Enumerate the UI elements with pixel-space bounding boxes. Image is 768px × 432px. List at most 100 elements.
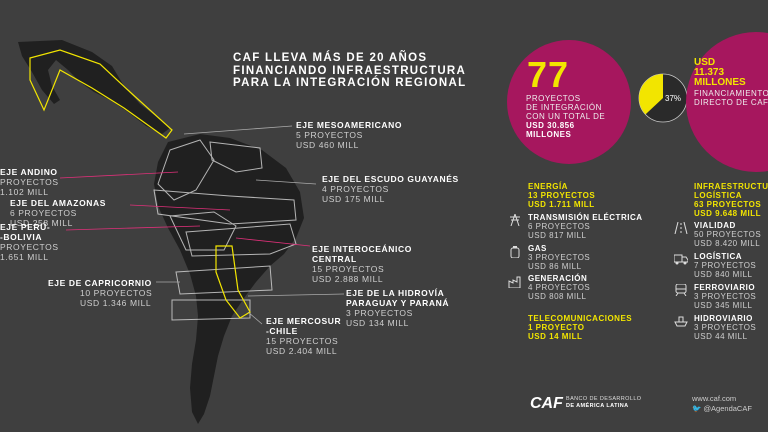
desc-line: PROYECTOS [526, 94, 581, 103]
axis-title-2: -CHILE [266, 326, 298, 336]
infra-item-waterway: HIDROVIARIO 3 PROYECTOS USD 44 MILL [694, 314, 756, 341]
power-plant-icon [508, 276, 521, 288]
item-projects: 6 PROYECTOS [528, 222, 591, 231]
gas-canister-icon [510, 246, 520, 258]
caf-logo: CAF [530, 395, 564, 411]
energy-item-generation: GENERACIÓN 4 PROYECTOS USD 808 MILL [528, 274, 590, 301]
section-title-2: LOGÍSTICA [694, 191, 743, 200]
twitter-handle: @AgendaCAF [703, 404, 752, 413]
financing-amount: USD 11.373 MILLONES [694, 58, 746, 88]
axis-amount: USD 2.404 MILL [266, 346, 338, 356]
item-projects: 4 PROYECTOS [528, 283, 591, 292]
axis-title-2: CENTRAL [312, 254, 357, 264]
axis-projects: 4 PROYECTOS [322, 184, 389, 194]
pointer-amazonas [129, 204, 231, 211]
outline-hidrovia [215, 245, 251, 319]
energy-item-gas: GAS 3 PROYECTOS USD 86 MILL [528, 244, 590, 271]
road-icon [674, 222, 688, 234]
axis-title-2: PARAGUAY Y PARANÁ [346, 298, 450, 308]
outline-mercosur [171, 299, 251, 321]
axis-title: EJE DE LA HIDROVÍA [346, 288, 445, 298]
desc-line: DE INTEGRACIÓN [526, 103, 602, 112]
desc-line: DIRECTO DE CAF [694, 98, 768, 107]
axis-label-amazonas: EJE DEL AMAZONAS 6 PROYECTOS USD 258 MIL… [10, 198, 106, 228]
axis-label-capricornio: EJE DE CAPRICORNIO 10 PROYECTOS USD 1.34… [48, 278, 152, 308]
twitter-icon: 🐦 [692, 404, 702, 413]
outline-peru-bolivia [169, 211, 237, 251]
outline-mesoamericano [29, 49, 173, 139]
pointer-hidrovia [247, 293, 345, 297]
outline-interoceanico [185, 223, 297, 257]
item-title: TRANSMISIÓN ELÉCTRICA [528, 213, 643, 222]
projects-count-description: PROYECTOS DE INTEGRACIÓN CON UN TOTAL DE… [526, 94, 605, 139]
section-projects: 63 PROYECTOS [694, 200, 762, 209]
bank-name: BANCO DE DESARROLLO DE AMÉRICA LATINA [566, 396, 641, 410]
outline-amazonas [153, 189, 297, 225]
item-amount: USD 44 MILL [694, 332, 748, 341]
section-amount: USD 1.711 MILL [528, 200, 595, 209]
axis-title: EJE ANDINO [0, 167, 58, 177]
desc-line: FINANCIAMIENTO [694, 89, 768, 98]
train-icon [675, 284, 687, 296]
axis-outlines [153, 139, 297, 321]
pointer-andino [59, 171, 179, 179]
item-title: FERROVIARIO [694, 283, 756, 292]
website-link[interactable]: www.caf.com [692, 394, 737, 403]
axis-amount: USD 134 MILL [346, 318, 409, 328]
item-amount: USD 8.420 MILL [694, 239, 761, 248]
logo-text: CAF [530, 395, 564, 411]
section-projects: 1 PROYECTO [528, 323, 585, 332]
pointer-interoceanico [235, 237, 311, 247]
transmission-tower-icon [510, 214, 520, 226]
outline-andino [157, 139, 215, 201]
axis-label-andino: EJE ANDINO PROYECTOS 1.102 MILL [0, 167, 59, 197]
axis-amount: USD 1.346 MILL [80, 298, 152, 308]
item-amount: USD 808 MILL [528, 292, 587, 301]
axis-title: EJE MESOAMERICANO [296, 120, 403, 130]
pointer-lines [59, 171, 311, 247]
section-amount: USD 14 MILL [528, 332, 583, 341]
item-projects: 50 PROYECTOS [694, 230, 762, 239]
item-title: VIALIDAD [694, 221, 736, 230]
item-amount: USD 817 MILL [528, 231, 587, 240]
axis-title: EJE PERÚ- [0, 222, 51, 232]
desc-line: CON UN TOTAL DE [526, 112, 606, 121]
headline-line-2: FINANCIANDO INFRAESTRUCTURA [233, 64, 467, 77]
pie-slice-caf [639, 74, 663, 115]
item-title: LOGÍSTICA [694, 252, 743, 261]
axis-title: EJE DEL ESCUDO GUAYANÉS [322, 174, 459, 184]
axis-title: EJE MERCOSUR [266, 316, 342, 326]
item-projects: 3 PROYECTOS [528, 253, 591, 262]
axis-title-2: -BOLIVIA [0, 232, 43, 242]
axis-title: EJE DE CAPRICORNIO [48, 278, 152, 288]
footer-links: www.caf.com 🐦 @AgendaCAF [692, 394, 752, 414]
axis-amount: USD 175 MILL [322, 194, 385, 204]
section-title: TELECOMUNICACIONES [528, 314, 633, 323]
axis-projects: 15 PROYECTOS [312, 264, 385, 274]
projects-count: 77 [527, 54, 570, 95]
axis-projects: 6 PROYECTOS [10, 208, 77, 218]
item-title: HIDROVIARIO [694, 314, 753, 323]
twitter-link[interactable]: 🐦 @AgendaCAF [692, 404, 752, 414]
axis-amount: 1.651 MILL [0, 252, 49, 262]
pointer-guayanes [255, 179, 317, 185]
item-amount: USD 86 MILL [528, 262, 582, 271]
projects-count-circle: 77 PROYECTOS DE INTEGRACIÓN CON UN TOTAL… [507, 40, 631, 164]
amount-unit: MILLONES [694, 77, 746, 88]
headline-line-1: CAF LLEVA MÁS DE 20 AÑOS [233, 52, 428, 64]
pie-percent-label: 37% [665, 94, 682, 103]
axis-label-peru-bolivia: EJE PERÚ- -BOLIVIA PROYECTOS 1.651 MILL [0, 222, 59, 262]
headline-line-3: PARA LA INTEGRACIÓN REGIONAL [233, 77, 467, 89]
infra-item-railway: FERROVIARIO 3 PROYECTOS USD 345 MILL [694, 283, 756, 310]
telecom-header: TELECOMUNICACIONES 1 PROYECTO USD 14 MIL… [528, 314, 632, 341]
headline: CAF LLEVA MÁS DE 20 AÑOS FINANCIANDO INF… [233, 52, 466, 90]
axis-label-hidrovia: EJE DE LA HIDROVÍA PARAGUAY Y PARANÁ 3 P… [346, 288, 449, 328]
outline-capricornio [175, 265, 273, 295]
axis-amount: USD 460 MILL [296, 140, 359, 150]
axis-label-interoceanico: EJE INTEROCEÁNICO CENTRAL 15 PROYECTOS U… [312, 244, 412, 284]
axis-projects: 10 PROYECTOS [80, 288, 153, 298]
section-projects: 13 PROYECTOS [528, 191, 596, 200]
section-title: INFRAESTRUCTURA [694, 182, 768, 191]
